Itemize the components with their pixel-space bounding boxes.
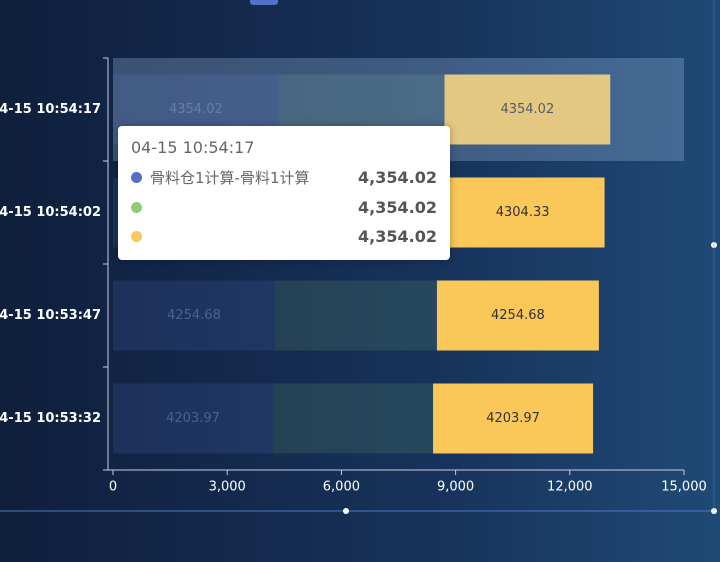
data-label: 4254.68 (491, 308, 545, 323)
y-tick-label: 04-15 10:53:32 (0, 411, 101, 426)
tooltip-row: 4,354.02 (131, 193, 437, 223)
data-label: 4354.02 (500, 102, 554, 117)
bar (273, 383, 434, 454)
tooltip-name: 骨料仓1计算-骨料1计算 (150, 169, 310, 188)
x-tick-label: 9,000 (437, 480, 474, 495)
bar (433, 383, 594, 454)
data-label: 4203.97 (166, 411, 220, 426)
bar (113, 280, 275, 351)
tooltip-dot (131, 231, 142, 243)
tooltip-row: 4,354.02 (131, 222, 437, 252)
tooltip-dot (131, 201, 142, 213)
data-label: 4354.02 (169, 102, 223, 117)
tooltip-value: 4,354.02 (358, 227, 437, 247)
y-tick-label: 04-15 10:54:02 (0, 205, 101, 220)
bar (274, 280, 437, 351)
tooltip: 04-15 10:54:17 骨料仓1计算-骨料1计算 4,354.02 4,354… (118, 126, 450, 260)
x-tick-label: 12,000 (547, 480, 593, 495)
x-tick-label: 6,000 (323, 480, 360, 495)
data-label: 4254.68 (167, 308, 221, 323)
x-tick-label: 15,000 (661, 480, 707, 495)
y-tick-label: 04-15 10:53:47 (0, 308, 101, 323)
bar (440, 177, 605, 248)
tooltip-row: 骨料仓1计算-骨料1计算 4,354.02 (131, 163, 437, 193)
x-tick-label: 3,000 (209, 480, 246, 495)
data-label: 4304.33 (496, 205, 550, 220)
tooltip-value: 4,354.02 (358, 168, 437, 188)
tooltip-value: 4,354.02 (358, 197, 437, 217)
handle[interactable] (343, 508, 349, 514)
bar (113, 383, 274, 454)
y-tick-label: 04-15 10:54:17 (0, 102, 101, 117)
bar (444, 74, 611, 145)
tooltip-title: 04-15 10:54:17 (131, 138, 255, 157)
data-label: 4203.97 (486, 411, 540, 426)
x-tick-label: 0 (109, 480, 117, 495)
bar (436, 280, 599, 351)
tooltip-dot (131, 172, 142, 184)
legend-swatch[interactable] (250, 0, 278, 5)
